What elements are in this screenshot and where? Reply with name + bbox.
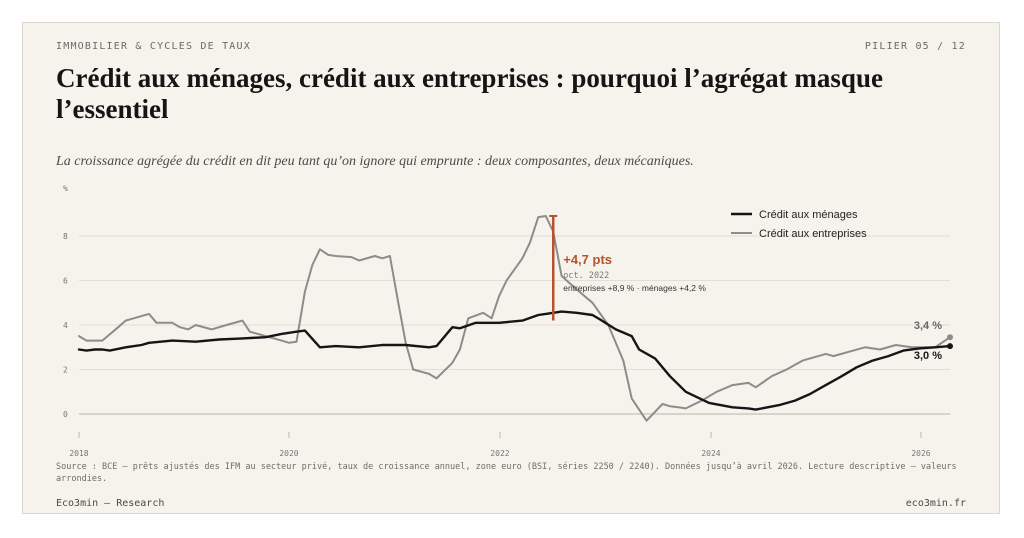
chart-card: IMMOBILIER & CYCLES DE TAUX PILIER 05 / … [22,22,1000,514]
annotation: +4,7 pts oct. 2022 entreprises +8,9 % · mé… [549,214,706,321]
footer-brand: Eco3min — Research [56,498,165,509]
subtitle: La croissance agrégée du crédit en dit p… [56,154,694,169]
legend-label: Crédit aux ménages [759,209,858,221]
page-title: Crédit aux ménages, crédit aux entrepris… [56,63,883,124]
series: 3,4 % 3,0 % [77,215,953,422]
annotation-label: +4,7 pts [563,252,612,267]
y-tick-label: 2 [63,366,68,375]
x-tick-label: 2018 [69,449,88,458]
series-line-menages [77,310,952,411]
series-line-entreprises [78,215,951,422]
x-tick-label: 2020 [279,449,298,458]
y-tick-label: 4 [63,321,68,330]
kicker: IMMOBILIER & CYCLES DE TAUX [56,41,251,52]
x-tick-label: 2026 [911,449,930,458]
y-unit-label: % [63,184,68,193]
x-tick-label: 2022 [490,449,509,458]
series-end-label-menages: 3,0 % [914,350,942,362]
annotation-detail: entreprises +8,9 % · ménages +4,2 % [563,283,706,293]
axes: % 0 2 4 6 8 2018 2020 2022 2024 2026 [63,184,931,458]
series-end-point-entreprises [947,334,953,341]
y-tick-label: 6 [63,277,68,286]
source-note: Source : BCE — prêts ajustés des IFM au … [56,462,957,484]
annotation-date: oct. 2022 [563,271,609,281]
x-tick-label: 2024 [701,449,720,458]
legend-label: Crédit aux entreprises [759,228,867,240]
footer-site: eco3min.fr [905,498,966,509]
y-tick-label: 0 [63,410,68,419]
gridlines [79,235,950,415]
legend: Crédit aux ménages Crédit aux entreprises [731,209,867,240]
series-number: PILIER 05 / 12 [864,41,966,52]
series-end-point-menages [947,343,953,350]
series-end-label-entreprises: 3,4 % [914,320,942,332]
y-tick-label: 8 [63,232,68,241]
